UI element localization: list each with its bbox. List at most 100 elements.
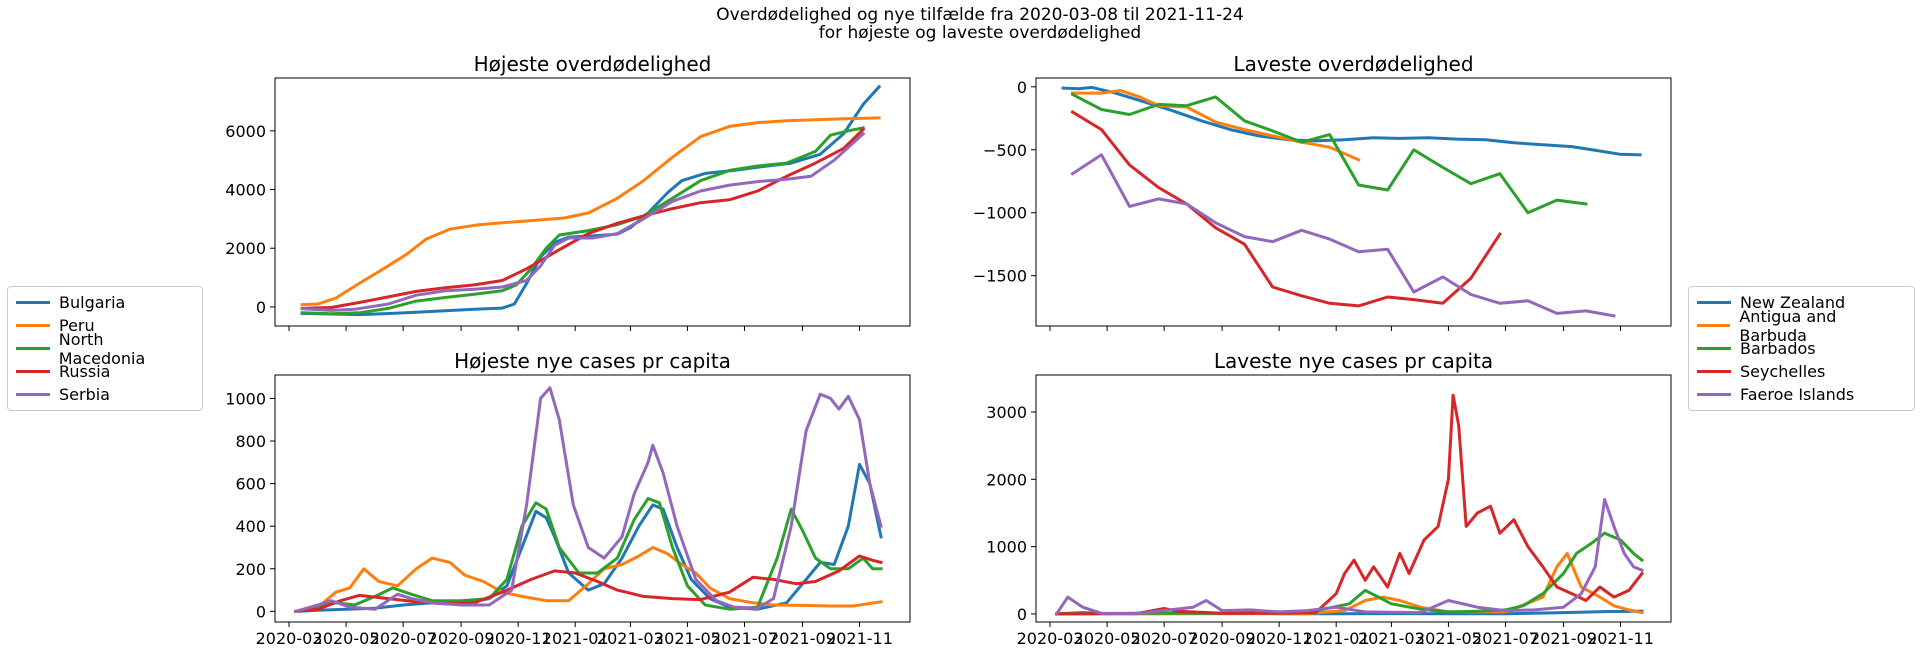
legend-swatch (16, 393, 50, 396)
series-line-barbados (1070, 92, 1588, 215)
legend-swatch (16, 324, 50, 327)
legend-item: Russia (16, 360, 194, 383)
x-tick-label: 2021-01 (1303, 629, 1370, 648)
y-tick-label: 0 (1017, 78, 1027, 97)
legend-label: New Zealand (1740, 293, 1846, 312)
x-tick-label: 2021-11 (826, 629, 893, 648)
x-tick-label: 2020-07 (370, 629, 437, 648)
legend-label: Seychelles (1740, 362, 1826, 381)
y-tick-label: −1000 (973, 204, 1027, 223)
legend-label: Bulgaria (59, 293, 126, 312)
axes-frame (274, 77, 911, 327)
x-tick-label: 2020-09 (1189, 629, 1256, 648)
legend-item: North Macedonia (16, 330, 194, 368)
y-tick-label: 1000 (225, 389, 266, 408)
x-tick-label: 2020-05 (1074, 629, 1141, 648)
y-tick-label: 400 (235, 517, 266, 536)
y-tick-label: 1000 (986, 538, 1027, 557)
x-tick-label: 2021-07 (1472, 629, 1539, 648)
legend-swatch (1697, 347, 1731, 350)
axes-frame (1035, 77, 1672, 327)
y-tick-label: 800 (235, 432, 266, 451)
y-tick-label: 6000 (225, 122, 266, 141)
legend-item: Barbados (1697, 337, 1906, 360)
suptitle-line1: Overdødelighed og nye tilfælde fra 2020-… (716, 5, 1243, 25)
series-line-north-macedonia (300, 126, 865, 316)
series-line-antigua-and-barbuda (1071, 89, 1361, 162)
legend-item: Serbia (16, 383, 194, 406)
legend-left: Bulgaria Peru North Macedonia Russia Ser… (7, 286, 203, 411)
x-tick-label: 2020-07 (1131, 629, 1198, 648)
legend-swatch (1697, 393, 1731, 396)
x-tick-label: 2020-03 (256, 629, 323, 648)
x-tick-label: 2020-11 (1246, 629, 1313, 648)
x-tick-label: 2021-05 (1415, 629, 1482, 648)
legend-swatch (16, 347, 50, 350)
legend-swatch (1697, 324, 1731, 327)
series-line-russia (300, 127, 866, 310)
legend-label: Russia (59, 362, 111, 381)
x-tick-label: 2020-09 (428, 629, 495, 648)
x-tick-label: 2021-09 (769, 629, 836, 648)
legend-label: Barbados (1740, 339, 1816, 358)
y-tick-label: −1500 (973, 267, 1027, 286)
y-tick-label: 2000 (225, 239, 266, 258)
x-tick-label: 2021-03 (1358, 629, 1425, 648)
legend-swatch (16, 301, 50, 304)
series-line-faeroe-islands (1070, 153, 1616, 318)
y-tick-label: 200 (235, 560, 266, 579)
legend-swatch (16, 370, 50, 373)
y-tick-label: 4000 (225, 181, 266, 200)
series-line-seychelles (1070, 109, 1502, 308)
legend-swatch (1697, 301, 1731, 304)
y-tick-label: 3000 (986, 403, 1027, 422)
axes-frame (1035, 374, 1672, 623)
legend-label: North Macedonia (58, 329, 146, 368)
legend-item: Seychelles (1697, 360, 1906, 383)
panel-title: Laveste nye cases pr capita (1214, 349, 1493, 373)
series-line-serbia (293, 386, 883, 614)
panel-bl: Højeste nye cases pr capita 0 200 400 600 800… (225, 349, 911, 648)
series-line-peru (293, 546, 883, 614)
x-tick-label: 2020-03 (1017, 629, 1084, 648)
x-tick-label: 2021-03 (597, 629, 664, 648)
x-tick-label: 2020-11 (485, 629, 552, 648)
legend-swatch (1697, 370, 1731, 373)
series-line-serbia (300, 131, 866, 312)
legend-label: Antigua and Barbuda (1739, 306, 1837, 345)
y-tick-label: 2000 (986, 470, 1027, 489)
series-line-new-zealand (1061, 85, 1642, 157)
legend-right: New Zealand Antigua and Barbuda Barbados… (1688, 286, 1915, 411)
x-tick-label: 2021-11 (1587, 629, 1654, 648)
series-line-north-macedonia (293, 497, 883, 614)
y-tick-label: −500 (983, 141, 1027, 160)
series-line-seychelles (1055, 393, 1645, 616)
x-tick-label: 2021-07 (711, 629, 778, 648)
legend-item: Peru (16, 314, 194, 337)
x-tick-label: 2020-05 (313, 629, 380, 648)
y-tick-label: 600 (235, 475, 266, 494)
panel-tl: Højeste overdødelighed 0 2000 4000 6000 (225, 52, 911, 331)
y-tick-label: 0 (256, 602, 266, 621)
legend-item: Bulgaria (16, 291, 194, 314)
legend-label: Faeroe Islands (1740, 385, 1855, 404)
legend-item: New Zealand (1697, 291, 1906, 314)
panel-br: Laveste nye cases pr capita 0 1000 2000 3000… (986, 349, 1672, 648)
series-line-faeroe-islands (1054, 498, 1644, 616)
x-tick-label: 2021-01 (542, 629, 609, 648)
legend-item: Faeroe Islands (1697, 383, 1906, 406)
y-tick-label: 0 (1017, 605, 1027, 624)
panel-title: Højeste overdødelighed (474, 52, 712, 76)
panel-title: Laveste overdødelighed (1233, 52, 1473, 76)
legend-item: Antigua and Barbuda (1697, 307, 1906, 345)
series-line-bulgaria (294, 462, 883, 613)
x-tick-label: 2021-09 (1530, 629, 1597, 648)
series-line-peru (300, 116, 881, 307)
panel-title: Højeste nye cases pr capita (454, 349, 731, 373)
y-tick-label: 0 (256, 298, 266, 317)
axes-frame (274, 374, 911, 623)
panel-tr: Laveste overdødelighed 0 −500 −1000 −1500 (973, 52, 1672, 331)
x-tick-label: 2021-05 (654, 629, 721, 648)
legend-label: Peru (59, 316, 95, 335)
